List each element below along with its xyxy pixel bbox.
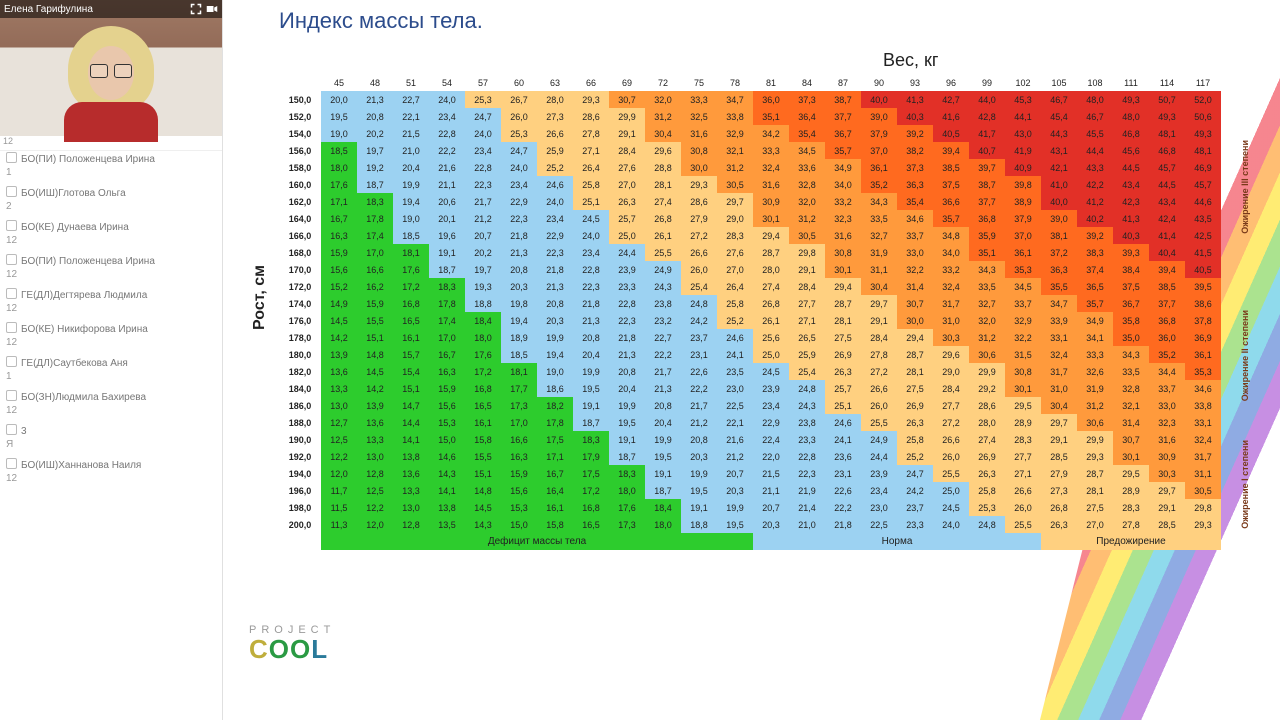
presenter-video[interactable]: Елена Гарифулина	[0, 0, 222, 136]
participant-name: ГЕ(ДЛ)Дегтярева Людмила	[6, 288, 216, 303]
slide-title: Индекс массы тела.	[279, 8, 483, 34]
expand-icon[interactable]	[190, 3, 202, 15]
participant-item[interactable]: БО(ИШ)Ханнанова Наиля12	[0, 457, 222, 485]
participant-count: 2	[6, 201, 216, 213]
logo-bottom: COOL	[249, 636, 335, 662]
participant-count: 1	[6, 371, 216, 383]
participant-item[interactable]: БО(ЗН)Людмила Бахирева12	[0, 389, 222, 417]
participant-count: 12	[6, 337, 216, 349]
presenter-avatar	[58, 26, 164, 132]
slide-area: Индекс массы тела. Вес, кг Рост, см 4548…	[223, 0, 1280, 720]
participant-name: БО(ПИ) Положенцева Ирина	[6, 152, 216, 167]
participant-count: 12	[6, 473, 216, 485]
participant-count: Я	[6, 439, 216, 451]
participant-item[interactable]: БО(КЕ) Никифорова Ирина12	[0, 321, 222, 349]
weight-axis-label: Вес, кг	[883, 50, 938, 71]
participant-item[interactable]: ГЕ(ДЛ)Дегтярева Людмила12	[0, 287, 222, 315]
participant-count: 12	[6, 235, 216, 247]
participants-list: БО(ПИ) Положенцева Ирина1БО(ИШ)Глотова О…	[0, 151, 222, 720]
presenter-name: Елена Гарифулина	[4, 4, 93, 15]
bmi-table: 4548515457606366697275788184879093969910…	[279, 74, 1221, 550]
participant-count: 12	[6, 405, 216, 417]
participant-item[interactable]: ГЕ(ДЛ)Саутбекова Аня1	[0, 355, 222, 383]
participant-count: 1	[6, 167, 216, 179]
participant-name: БО(ЗН)Людмила Бахирева	[6, 390, 216, 405]
obesity2-label: Ожирение II степени	[1240, 310, 1250, 401]
participant-name: БО(ИШ)Глотова Ольга	[6, 186, 216, 201]
participant-count: 12	[6, 269, 216, 281]
participant-name: БО(ИШ)Ханнанова Наиля	[6, 458, 216, 473]
participant-item[interactable]: БО(ПИ) Положенцева Ирина1	[0, 151, 222, 179]
camera-icon[interactable]	[206, 3, 218, 15]
participant-item[interactable]: БО(ИШ)Глотова Ольга2	[0, 185, 222, 213]
participants-sidebar: Елена Гарифулина 12 БО(ПИ) Положенцева И…	[0, 0, 223, 720]
participant-count: 12	[6, 303, 216, 315]
participant-name: 3	[6, 424, 216, 439]
obesity1-label: Ожирение I степени	[1240, 440, 1250, 529]
height-axis-label: Рост, см	[251, 265, 269, 330]
participant-name: БО(КЕ) Дунаева Ирина	[6, 220, 216, 235]
obesity3-label: Ожирение III степени	[1240, 140, 1250, 234]
bmi-chart: 4548515457606366697275788184879093969910…	[279, 74, 1221, 550]
participant-name: БО(ПИ) Положенцева Ирина	[6, 254, 216, 269]
participant-item[interactable]: БО(ПИ) Положенцева Ирина12	[0, 253, 222, 281]
participant-name: БО(КЕ) Никифорова Ирина	[6, 322, 216, 337]
participant-item[interactable]: 3Я	[0, 423, 222, 451]
participant-name: ГЕ(ДЛ)Саутбекова Аня	[6, 356, 216, 371]
project-cool-logo: PROJECT COOL	[249, 625, 335, 662]
presenter-controls[interactable]	[190, 3, 218, 15]
participant-item[interactable]: БО(КЕ) Дунаева Ирина12	[0, 219, 222, 247]
